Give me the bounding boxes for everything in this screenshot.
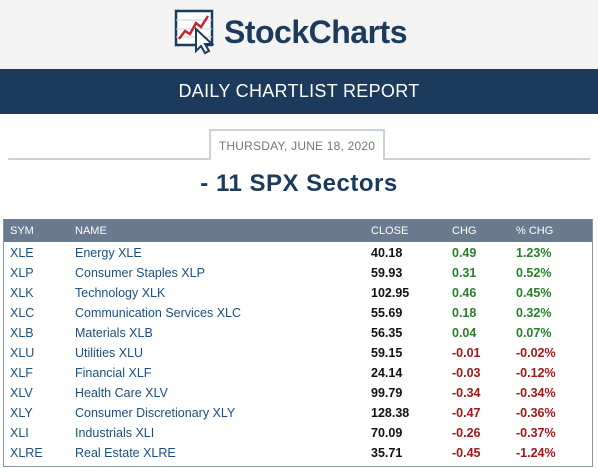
percent-change-value: 0.52%	[516, 266, 552, 280]
stockcharts-logo[interactable]: StockCharts	[174, 8, 408, 56]
column-header-sym[interactable]: SYM	[10, 225, 34, 237]
change-value: -0.01	[452, 346, 481, 360]
sector-name-link[interactable]: Consumer Staples XLP	[75, 266, 205, 280]
sector-name-link[interactable]: Health Care XLV	[75, 386, 168, 400]
close-value: 40.18	[371, 246, 403, 260]
sector-name-link[interactable]: Utilities XLU	[75, 346, 144, 360]
sector-name-link[interactable]: Financial XLF	[75, 366, 152, 380]
table-row[interactable]: XLF Financial XLF 24.14 -0.03 -0.12%	[4, 363, 592, 383]
percent-change-value: -0.36%	[516, 406, 556, 420]
change-value: 0.49	[452, 246, 477, 260]
change-value: 0.04	[452, 326, 477, 340]
banner-title: DAILY CHARTLIST REPORT	[178, 81, 420, 101]
change-value: -0.45	[452, 446, 481, 460]
change-value: -0.47	[452, 406, 481, 420]
column-header-pct-chg[interactable]: % CHG	[516, 225, 554, 237]
sector-name-link[interactable]: Energy XLE	[75, 246, 142, 260]
table-row[interactable]: XLP Consumer Staples XLP 59.93 0.31 0.52%	[4, 263, 592, 283]
change-value: 0.18	[452, 306, 477, 320]
ticker-link[interactable]: XLV	[10, 386, 33, 400]
ticker-link[interactable]: XLI	[10, 426, 29, 440]
close-value: 70.09	[371, 426, 403, 440]
report-date: THURSDAY, JUNE 18, 2020	[209, 129, 385, 160]
table-row[interactable]: XLC Communication Services XLC 55.69 0.18 0.…	[4, 303, 592, 323]
site-header: StockCharts	[0, 0, 598, 69]
table-row[interactable]: XLK Technology XLK 102.95 0.46 0.45%	[4, 283, 592, 303]
close-value: 99.79	[371, 386, 403, 400]
change-value: 0.46	[452, 286, 477, 300]
chart-cursor-icon	[174, 9, 215, 55]
table-row[interactable]: XLU Utilities XLU 59.15 -0.01 -0.02%	[4, 343, 592, 363]
percent-change-value: -0.37%	[516, 426, 556, 440]
change-value: -0.03	[452, 366, 481, 380]
ticker-link[interactable]: XLB	[10, 326, 34, 340]
percent-change-value: -0.02%	[516, 346, 556, 360]
close-value: 102.95	[371, 286, 410, 300]
sector-name-link[interactable]: Communication Services XLC	[75, 306, 242, 320]
column-header-close[interactable]: CLOSE	[371, 225, 409, 237]
table-row[interactable]: XLRE Real Estate XLRE 35.71 -0.45 -1.24%	[4, 443, 592, 463]
close-value: 35.71	[371, 446, 403, 460]
table-row[interactable]: XLB Materials XLB 56.35 0.04 0.07%	[4, 323, 592, 343]
percent-change-value: 0.32%	[516, 306, 552, 320]
ticker-link[interactable]: XLU	[10, 346, 35, 360]
sector-name-link[interactable]: Consumer Discretionary XLY	[75, 406, 236, 420]
ticker-link[interactable]: XLE	[10, 246, 34, 260]
change-value: 0.31	[452, 266, 477, 280]
sector-name-link[interactable]: Technology XLK	[75, 286, 166, 300]
ticker-link[interactable]: XLY	[10, 406, 33, 420]
sector-name-link[interactable]: Industrials XLI	[75, 426, 155, 440]
report-date-text: THURSDAY, JUNE 18, 2020	[218, 138, 376, 153]
sector-table: SYM NAME CLOSE CHG % CHG XLE Energy XLE 40…	[3, 219, 593, 467]
close-value: 55.69	[371, 306, 403, 320]
ticker-link[interactable]: XLRE	[10, 446, 43, 460]
ticker-link[interactable]: XLK	[10, 286, 34, 300]
table-row[interactable]: XLE Energy XLE 40.18 0.49 1.23%	[4, 243, 592, 263]
close-value: 59.93	[371, 266, 403, 280]
chartlist-title: - 11 SPX Sectors	[200, 170, 398, 197]
table-header: SYM NAME CLOSE CHG % CHG	[4, 219, 592, 242]
percent-change-value: -0.34%	[516, 386, 556, 400]
table-row[interactable]: XLV Health Care XLV 99.79 -0.34 -0.34%	[4, 383, 592, 403]
sector-name-link[interactable]: Real Estate XLRE	[75, 446, 176, 460]
change-value: -0.34	[452, 386, 481, 400]
ticker-link[interactable]: XLC	[10, 306, 35, 320]
logo-text: StockCharts	[224, 13, 408, 50]
table-row[interactable]: XLI Industrials XLI 70.09 -0.26 -0.37%	[4, 423, 592, 443]
percent-change-value: -1.24%	[516, 446, 556, 460]
close-value: 128.38	[371, 406, 410, 420]
table-body: XLE Energy XLE 40.18 0.49 1.23% XLP Consumer S…	[4, 243, 592, 463]
percent-change-value: 0.45%	[516, 286, 552, 300]
column-header-chg[interactable]: CHG	[452, 225, 477, 237]
ticker-link[interactable]: XLF	[10, 366, 33, 380]
table-row[interactable]: XLY Consumer Discretionary XLY 128.38 -0.47…	[4, 403, 592, 423]
close-value: 59.15	[371, 346, 403, 360]
ticker-link[interactable]: XLP	[10, 266, 34, 280]
change-value: -0.26	[452, 426, 481, 440]
sector-name-link[interactable]: Materials XLB	[75, 326, 153, 340]
close-value: 24.14	[371, 366, 403, 380]
percent-change-value: 0.07%	[516, 326, 552, 340]
report-banner: DAILY CHARTLIST REPORT	[0, 69, 598, 114]
close-value: 56.35	[371, 326, 403, 340]
percent-change-value: 1.23%	[516, 246, 552, 260]
percent-change-value: -0.12%	[516, 366, 556, 380]
column-header-name[interactable]: NAME	[75, 225, 107, 237]
